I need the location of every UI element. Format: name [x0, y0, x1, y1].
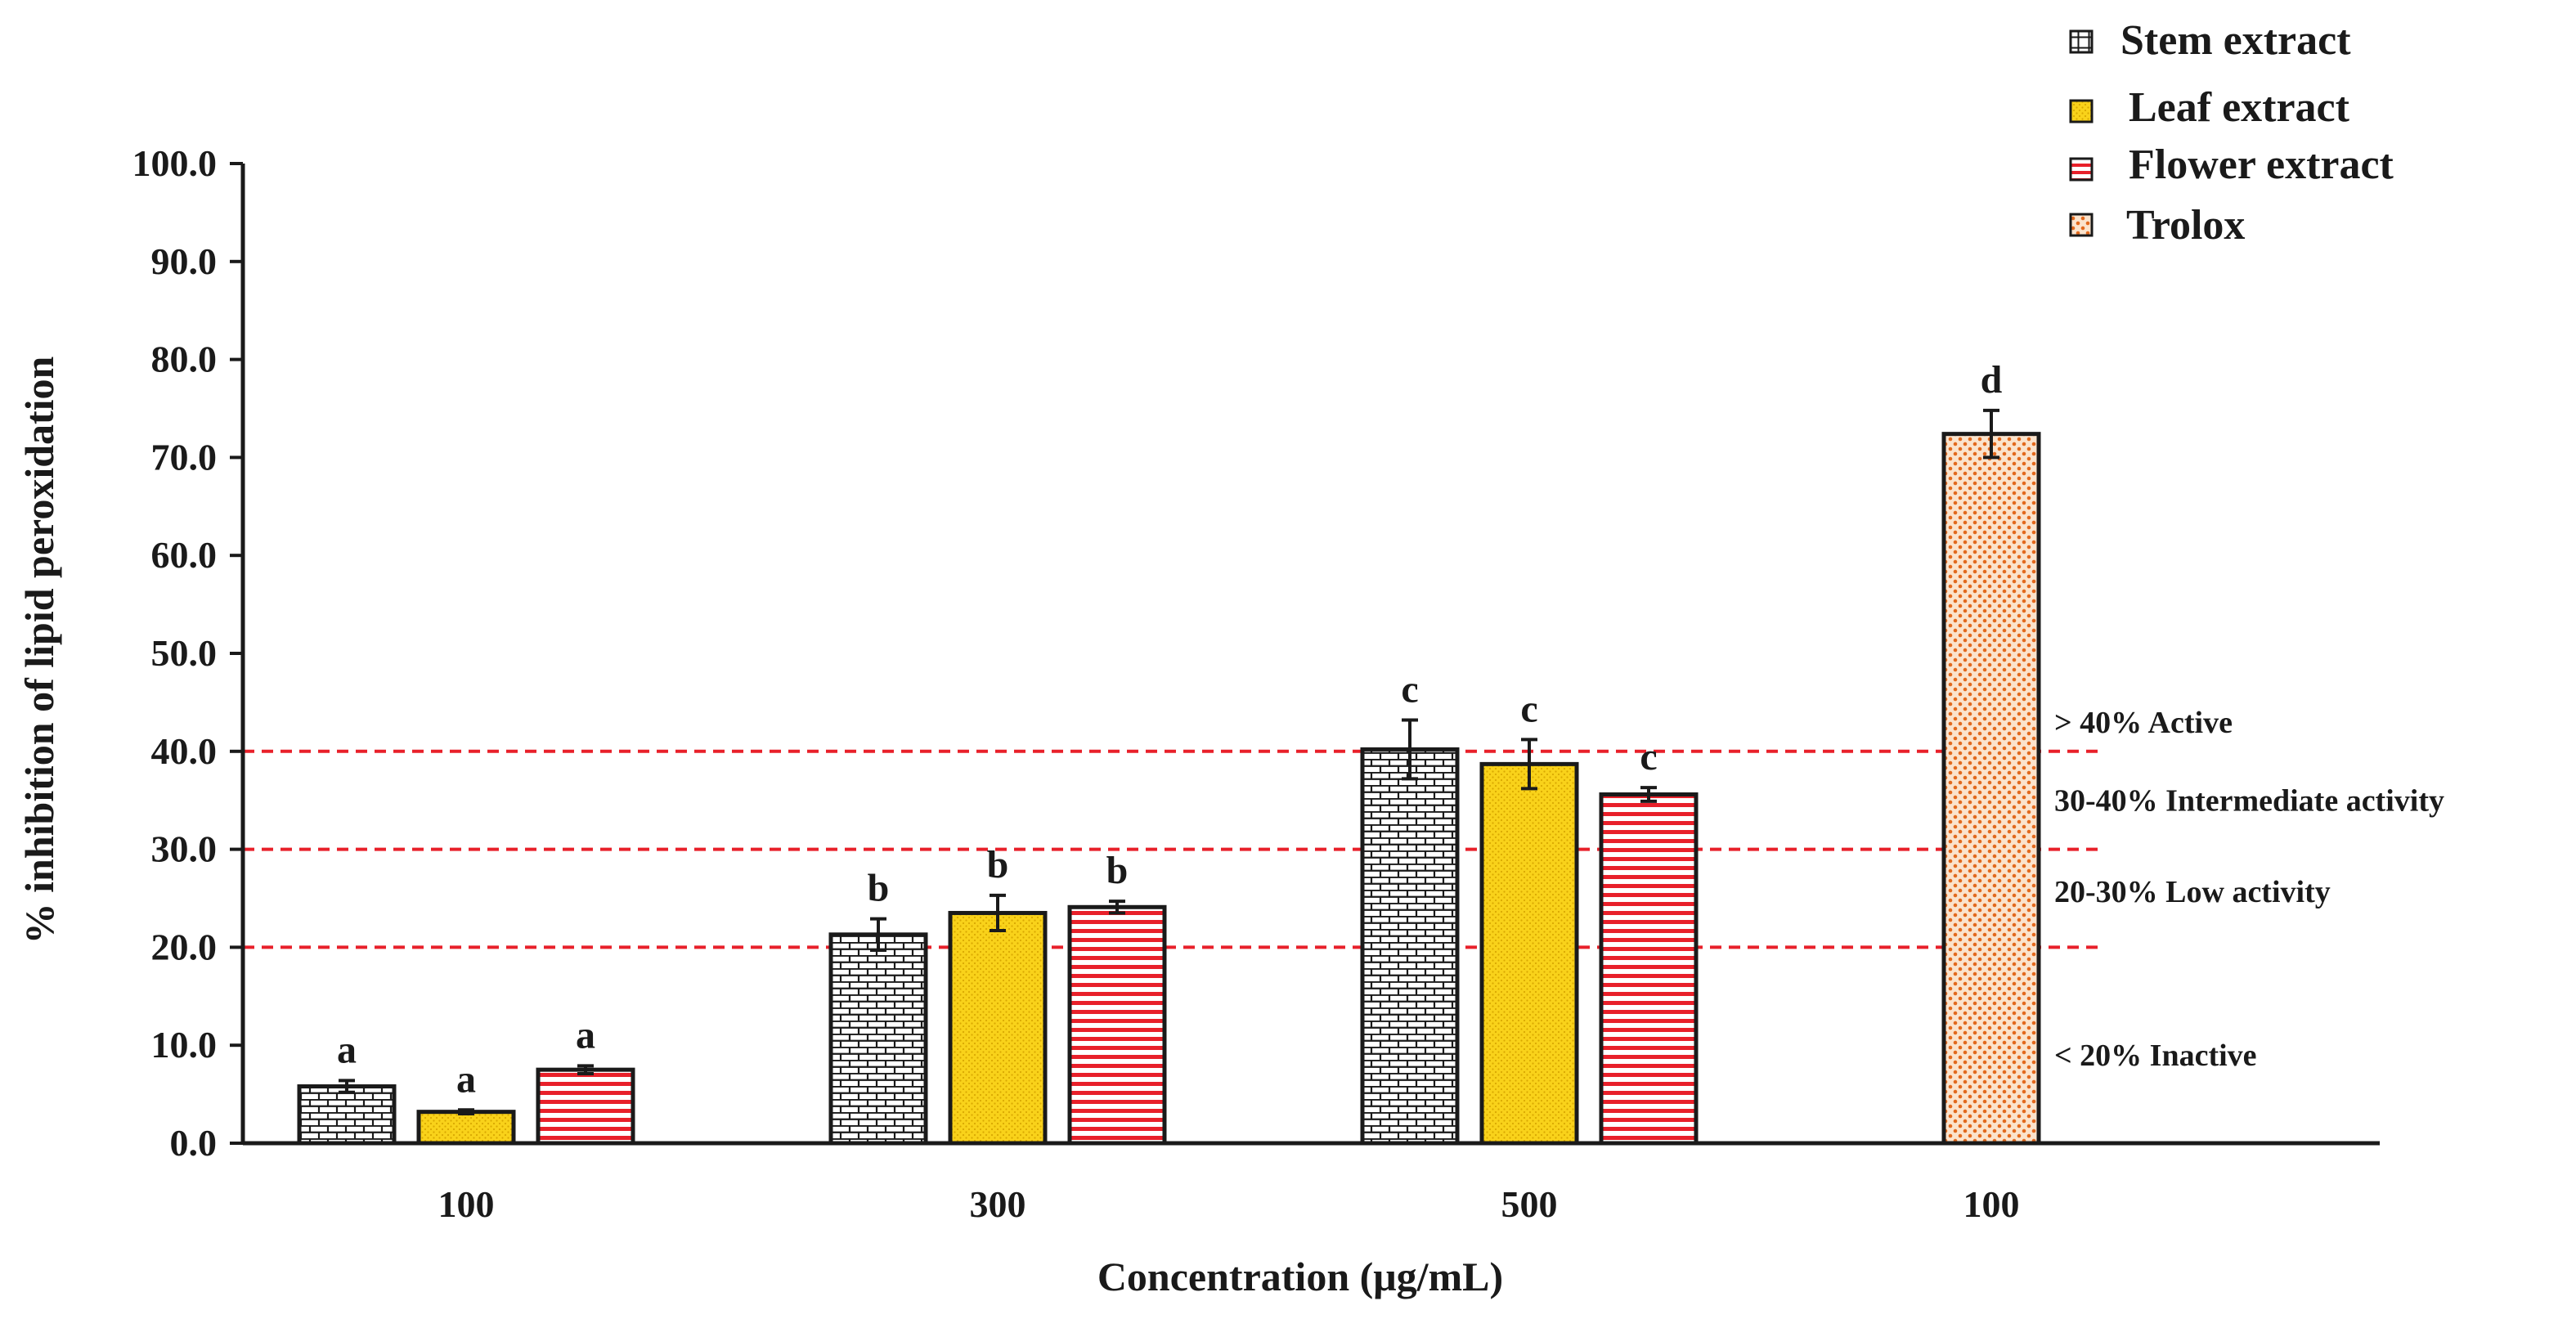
significance-letter: a — [456, 1057, 476, 1101]
x-tick-label: 100 — [438, 1183, 495, 1225]
y-tick-label: 50.0 — [151, 632, 218, 674]
bar-flower-extract — [1599, 792, 1699, 1146]
y-tick-label: 90.0 — [151, 240, 218, 282]
x-tick-label: 300 — [970, 1183, 1026, 1225]
bar-leaf-extract — [948, 910, 1048, 1146]
y-axis-title: % inhibition of lipid peroxidation — [16, 356, 62, 944]
y-tick-label: 20.0 — [151, 926, 218, 967]
y-tick-label: 100.0 — [132, 142, 218, 184]
legend: Stem extract Leaf extract Flower extract… — [2069, 17, 2394, 249]
legend-swatch-leaf — [2069, 99, 2094, 123]
x-tick-label: 500 — [1501, 1183, 1558, 1225]
bar-trolox — [1941, 432, 2041, 1146]
y-tick-label: 40.0 — [151, 730, 218, 772]
bar-flower-extract — [1067, 904, 1167, 1146]
significance-letter: b — [987, 843, 1009, 886]
y-tick-label: 70.0 — [151, 436, 218, 478]
y-tick-label: 30.0 — [151, 828, 218, 870]
x-axis-title: Concentration (μg/mL) — [1097, 1254, 1503, 1299]
bar-leaf-extract — [1479, 761, 1579, 1146]
significance-letter: b — [868, 867, 890, 910]
y-tick-label: 10.0 — [151, 1024, 218, 1066]
bar-leaf-extract — [416, 1110, 516, 1146]
bar-stem-extract — [297, 1084, 397, 1146]
significance-letter: d — [1981, 358, 2003, 402]
significance-letter: a — [576, 1013, 595, 1057]
significance-letter: a — [337, 1028, 357, 1071]
y-tick-label: 80.0 — [151, 339, 218, 380]
activity-band-label: < 20% Inactive — [2054, 1039, 2257, 1073]
significance-letter: c — [1401, 667, 1418, 711]
significance-letter: c — [1520, 687, 1537, 730]
significance-letter: c — [1640, 735, 1657, 778]
activity-band-label: 20-30% Low activity — [2054, 875, 2331, 909]
activity-band-label: 30-40% Intermediate activity — [2054, 784, 2444, 819]
x-tick-label: 100 — [1963, 1183, 2020, 1225]
legend-swatch-flower — [2069, 157, 2094, 182]
bar-stem-extract — [828, 932, 928, 1146]
y-tick-label: 0.0 — [170, 1122, 218, 1164]
legend-label-flower: Flower extract — [2129, 141, 2394, 188]
legend-swatch-trolox — [2069, 213, 2094, 237]
bar-flower-extract — [536, 1067, 635, 1146]
legend-label-stem: Stem extract — [2120, 17, 2351, 64]
legend-swatch-stem — [2069, 29, 2094, 54]
significance-letter: b — [1106, 849, 1129, 892]
legend-label-trolox: Trolox — [2126, 202, 2245, 249]
legend-label-leaf: Leaf extract — [2129, 84, 2350, 131]
bar-stem-extract — [1360, 747, 1460, 1146]
y-tick-label: 60.0 — [151, 534, 218, 576]
activity-band-label: > 40% Active — [2054, 706, 2233, 740]
